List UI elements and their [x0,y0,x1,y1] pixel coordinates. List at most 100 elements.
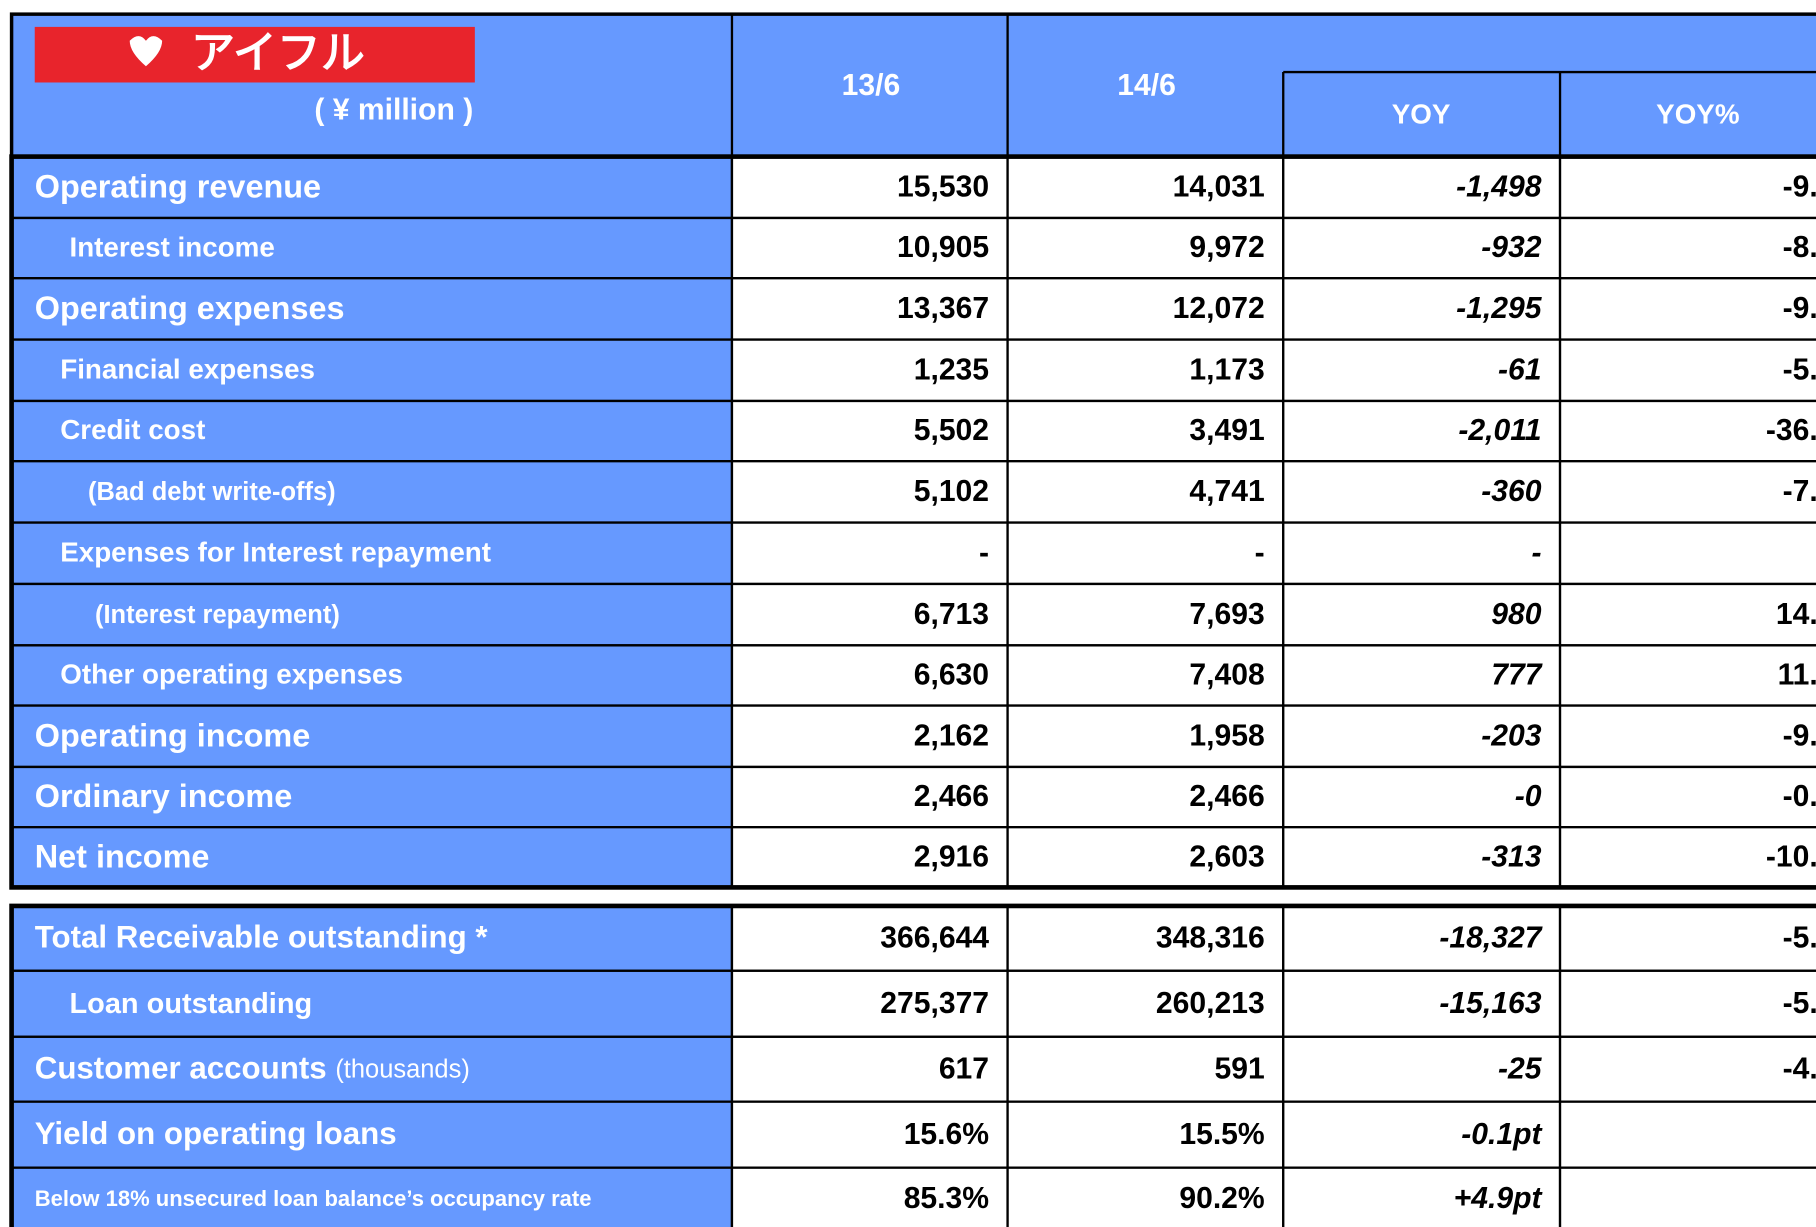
cell-value: 13,367 [897,292,989,325]
cell-value: 10,905 [897,231,989,264]
value-cell [1558,1035,1816,1103]
cell-value: 260,213 [1156,987,1265,1020]
cell-value: 90.2% [1179,1182,1264,1215]
value-cell [1558,399,1816,463]
cell-value: -9.6 [1783,170,1816,203]
cell-value: 5,102 [914,475,989,508]
row-label: Yield on operating loans [35,1116,397,1151]
cell-value: -8.6 [1783,231,1816,264]
label-cell [10,399,734,463]
label-cell [10,1035,734,1103]
row-label-text: Expenses for Interest repayment [60,537,491,568]
cell-value: -18,327 [1439,921,1542,954]
label-cell [10,765,734,829]
row-label-text: Operating income [35,717,311,753]
value-cell [1006,969,1285,1038]
cell-value: 5,502 [914,414,989,447]
cell-value: -36.6 [1766,414,1816,447]
value-cell [730,338,1009,403]
value-cell [730,1035,1009,1103]
cell-value: 15,530 [897,170,989,203]
cell-value: -0.0 [1783,780,1816,813]
value-cell [1558,826,1816,889]
cell-value: 2,603 [1189,840,1264,873]
cell-value: 7,408 [1189,659,1264,692]
cell-value: 366,644 [880,921,989,954]
cell-value: 6,630 [914,659,989,692]
cell-value: 1,958 [1189,719,1264,752]
value-cell [1558,1166,1816,1227]
row-label: Operating expenses [35,290,345,326]
row-label-text: Net income [35,838,210,874]
value-cell [1558,969,1816,1038]
row-label: Other operating expenses [60,659,403,690]
cell-value: -25 [1498,1052,1543,1085]
value-cell [1282,399,1562,463]
value-cell [1558,460,1816,524]
cell-value: -15,163 [1439,987,1541,1020]
row-label: Net income [35,838,210,874]
cell-value: 275,377 [880,987,989,1020]
value-cell [1558,338,1816,403]
value-cell [1006,521,1285,586]
row-label: Operating income [35,717,311,753]
row-label-text: (Bad debt write-offs) [88,478,336,506]
value-cell [1282,338,1562,403]
value-cell [1282,1166,1562,1227]
row-label-text: Interest income [69,232,274,263]
row-label: Total Receivable outstanding * [35,920,489,955]
cell-value: -5.0 [1783,353,1816,386]
cell-value: -9.7 [1783,292,1816,325]
cell-value: 2,466 [1189,780,1264,813]
logo-text: アイフル [191,28,365,77]
row-label-text: Operating expenses [35,290,345,326]
row-label-text: Operating revenue [35,168,321,204]
value-cell [730,1100,1009,1169]
value-cell [1006,460,1285,524]
value-cell [1006,216,1285,280]
cell-value: - [979,536,989,569]
column-header: 13/6 [842,69,901,102]
logo-heart [129,36,163,67]
row-label: (Bad debt write-offs) [88,478,336,506]
cell-value: -4.1 [1783,1052,1816,1085]
value-cell [1558,1100,1816,1169]
cell-value: -5.0 [1783,921,1816,954]
value-cell [1558,765,1816,829]
cell-value: 1,173 [1189,353,1264,386]
row-label-text: Below 18% unsecured loan balance’s occup… [35,1186,592,1211]
cell-value: -203 [1481,719,1542,752]
cell-value: 2,916 [914,840,989,873]
value-cell [1558,904,1816,972]
cell-value: 4,741 [1189,475,1264,508]
value-cell [1282,704,1562,769]
value-cell [1282,826,1562,889]
cell-value: -360 [1481,475,1542,508]
value-cell [730,521,1009,586]
value-cell [1006,155,1285,220]
row-label-text: Customer accounts [35,1051,327,1086]
label-cell [10,277,734,341]
cell-value: -5.5 [1783,987,1816,1020]
row-label: Interest income [69,232,274,263]
cell-value: 7,693 [1189,598,1264,631]
value-cell [730,826,1009,889]
row-label: Expenses for Interest repayment [60,537,491,568]
row-label-text: Ordinary income [35,778,293,814]
cell-value: 12,072 [1173,292,1265,325]
row-label: Customer accounts (thousands) [35,1051,470,1086]
cell-value: 6,713 [914,598,989,631]
cell-value: 617 [939,1052,989,1085]
row-label: Credit cost [60,415,205,446]
cell-value: -2,011 [1458,414,1541,447]
cell-value: -1,498 [1456,170,1542,203]
row-label: Operating revenue [35,168,321,204]
cell-value: -313 [1481,840,1542,873]
value-cell [730,704,1009,769]
row-label: Below 18% unsecured loan balance’s occup… [35,1186,592,1211]
value-cell [1282,521,1562,586]
column-header: 14/6 [1117,69,1176,102]
cell-value: -0.1pt [1461,1118,1543,1151]
table-border [9,903,1816,1227]
cell-value: 591 [1214,1052,1264,1085]
